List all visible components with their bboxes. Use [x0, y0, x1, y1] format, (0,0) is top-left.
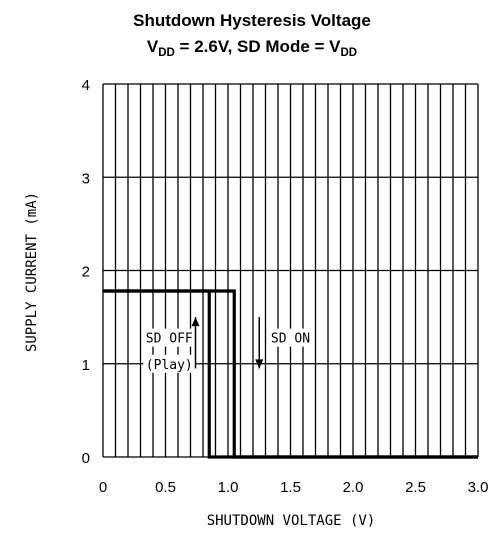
- x-tick-label: 3.0: [468, 479, 489, 496]
- subtitle-v1-subscript: DD: [158, 47, 175, 59]
- y-tick-label: 3: [82, 170, 90, 187]
- annotations: SD OFF (Play) SD ON: [143, 317, 313, 373]
- annotation-arrow-up-head: [191, 317, 200, 327]
- tick-labels: 0 0.5 1.0 1.5 2.0 2.5 3.0 0 1 2 3 4: [82, 77, 489, 496]
- y-tick-label: 4: [82, 77, 90, 94]
- chart-subtitle: VDD = 2.6V, SD Mode = VDD: [147, 37, 357, 59]
- subtitle-mid: = 2.6V, SD Mode = V: [175, 37, 341, 56]
- subtitle-v2-subscript: DD: [341, 47, 358, 59]
- annotation-arrow-down-head: [255, 359, 264, 369]
- x-tick-label: 2.5: [405, 479, 426, 496]
- chart-title: Shutdown Hysteresis Voltage: [133, 11, 371, 30]
- x-tick-label: 2.0: [343, 479, 364, 496]
- grid: [102, 83, 479, 458]
- y-tick-label: 2: [82, 264, 90, 281]
- x-tick-label: 0.5: [155, 479, 176, 496]
- annotation-label-3: SD ON: [271, 332, 310, 347]
- data-series: [103, 289, 478, 459]
- y-axis-label: SUPPLY CURRENT (mA): [24, 192, 40, 352]
- x-tick-label: 1.5: [280, 479, 301, 496]
- subtitle-v1: V: [147, 37, 159, 56]
- annotation-background: [268, 328, 313, 347]
- annotation-label-2: (Play): [146, 358, 193, 373]
- annotation-background: [143, 354, 196, 373]
- x-tick-label: 1.0: [218, 479, 239, 496]
- x-axis-label: SHUTDOWN VOLTAGE (V): [207, 513, 376, 529]
- y-tick-label: 1: [82, 357, 90, 374]
- annotation-background: [143, 328, 196, 347]
- y-tick-label: 0: [82, 450, 90, 467]
- x-tick-label: 0: [99, 479, 107, 496]
- series-line-2: [103, 289, 478, 459]
- annotation-label-1: SD OFF: [146, 332, 193, 347]
